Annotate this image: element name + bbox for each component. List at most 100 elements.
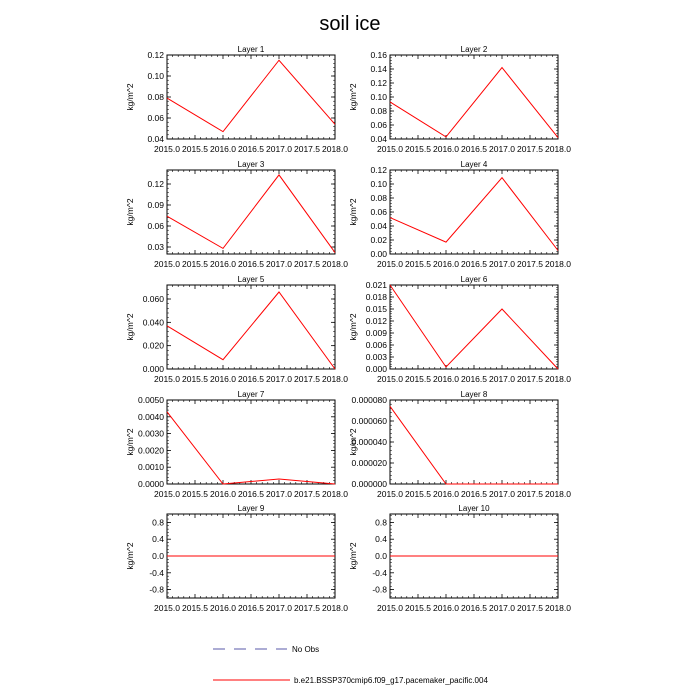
y-tick-label: 0.015: [366, 304, 388, 314]
y-tick-label: 0.08: [370, 106, 387, 116]
series-line: [166, 411, 336, 485]
x-tick-label: 2016.0: [433, 259, 459, 269]
x-tick-label: 2015.0: [377, 144, 403, 154]
x-tick-label: 2018.0: [322, 144, 348, 154]
y-tick-label: 0.06: [147, 221, 164, 231]
x-tick-label: 2017.0: [489, 259, 515, 269]
x-tick-label: 2015.5: [182, 144, 208, 154]
y-tick-label: 0.003: [366, 352, 388, 362]
y-tick-label: 0.000: [143, 364, 165, 374]
y-tick-label: 0.000060: [352, 416, 388, 426]
x-tick-label: 2016.5: [238, 489, 264, 499]
y-axis-label: kg/m^2: [125, 83, 135, 110]
x-tick-label: 2017.0: [266, 374, 292, 384]
x-tick-label: 2016.0: [210, 144, 236, 154]
x-tick-label: 2015.0: [377, 374, 403, 384]
x-tick-label: 2016.0: [433, 374, 459, 384]
x-tick-label: 2018.0: [545, 144, 571, 154]
plot-frame: [166, 54, 336, 140]
x-tick-label: 2018.0: [545, 259, 571, 269]
y-tick-label: 0.04: [147, 134, 164, 144]
x-tick-label: 2017.0: [266, 259, 292, 269]
y-tick-label: 0.006: [366, 340, 388, 350]
y-axis-label: kg/m^2: [125, 198, 135, 225]
y-tick-label: 0.06: [147, 113, 164, 123]
y-tick-label: 0.0050: [138, 395, 164, 405]
y-tick-label: -0.8: [372, 585, 387, 595]
y-tick-label: 0.000080: [352, 395, 388, 405]
y-tick-label: 0.0010: [138, 462, 164, 472]
y-tick-label: 0.000000: [352, 479, 388, 489]
figure-legend: No Obs b.e21.BSSP370cmip6.f09_g17.pacema…: [213, 645, 488, 685]
plot-frame: [389, 284, 559, 370]
x-tick-label: 2018.0: [322, 489, 348, 499]
y-tick-label: 0.8: [152, 517, 164, 527]
x-tick-label: 2017.5: [517, 603, 543, 613]
y-tick-label: 0.021: [366, 280, 388, 290]
y-tick-label: 0.12: [147, 179, 164, 189]
y-tick-label: -0.4: [149, 568, 164, 578]
plot-frame: [389, 54, 559, 140]
x-tick-label: 2015.5: [405, 374, 431, 384]
y-tick-label: 0.12: [147, 50, 164, 60]
x-tick-label: 2017.0: [266, 489, 292, 499]
x-tick-label: 2017.0: [266, 144, 292, 154]
x-tick-label: 2018.0: [322, 603, 348, 613]
x-tick-label: 2018.0: [322, 259, 348, 269]
y-axis-label: kg/m^2: [348, 542, 358, 569]
panel-title: Layer 6: [461, 275, 488, 284]
panel-title: Layer 10: [458, 504, 490, 513]
x-tick-label: 2017.5: [294, 259, 320, 269]
x-tick-label: 2018.0: [545, 489, 571, 499]
y-tick-label: 0.000040: [352, 437, 388, 447]
y-tick-label: 0.12: [370, 165, 387, 175]
y-tick-label: 0.14: [370, 64, 387, 74]
y-tick-label: 0.04: [370, 134, 387, 144]
x-tick-label: 2015.5: [182, 259, 208, 269]
x-tick-label: 2017.0: [266, 603, 292, 613]
y-axis-label: kg/m^2: [125, 428, 135, 455]
x-tick-label: 2016.5: [461, 259, 487, 269]
y-axis-label: kg/m^2: [348, 428, 358, 455]
panel-title: Layer 8: [461, 390, 488, 399]
x-tick-label: 2017.0: [489, 144, 515, 154]
y-tick-label: -0.4: [372, 568, 387, 578]
x-tick-label: 2016.0: [433, 603, 459, 613]
x-tick-label: 2017.0: [489, 603, 515, 613]
x-tick-label: 2017.5: [517, 144, 543, 154]
y-tick-label: 0.000020: [352, 458, 388, 468]
x-tick-label: 2015.0: [154, 374, 180, 384]
x-tick-label: 2016.5: [461, 374, 487, 384]
y-tick-label: 0.02: [370, 235, 387, 245]
x-tick-label: 2015.0: [154, 489, 180, 499]
x-tick-label: 2017.5: [294, 144, 320, 154]
x-tick-label: 2015.5: [182, 489, 208, 499]
x-tick-label: 2016.0: [210, 259, 236, 269]
x-tick-label: 2016.5: [461, 144, 487, 154]
y-tick-label: 0.12: [370, 78, 387, 88]
y-tick-label: 0.04: [370, 221, 387, 231]
panel-title: Layer 4: [461, 160, 488, 169]
x-tick-label: 2017.0: [489, 374, 515, 384]
x-tick-label: 2016.0: [433, 144, 459, 154]
y-tick-label: 0.0040: [138, 412, 164, 422]
legend-label-no-obs: No Obs: [292, 645, 319, 654]
y-tick-label: 0.020: [143, 341, 165, 351]
x-tick-label: 2016.5: [461, 603, 487, 613]
y-tick-label: 0.00: [370, 249, 387, 259]
series-line: [389, 176, 559, 251]
x-tick-label: 2016.0: [210, 603, 236, 613]
x-tick-label: 2015.5: [182, 374, 208, 384]
y-tick-label: 0.4: [375, 534, 387, 544]
y-tick-label: 0.09: [147, 200, 164, 210]
x-tick-label: 2017.0: [489, 489, 515, 499]
y-tick-label: 0.040: [143, 317, 165, 327]
x-tick-label: 2015.0: [377, 603, 403, 613]
